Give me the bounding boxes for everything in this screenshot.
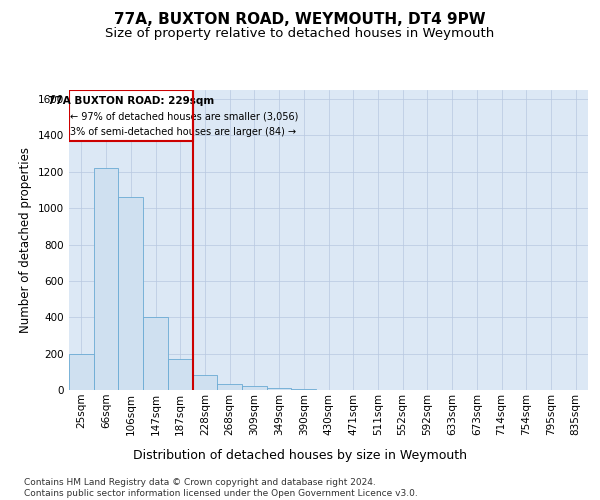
Bar (217, 384, 242, 390)
Bar (292, 389, 316, 390)
Bar (143, 318, 168, 390)
Bar (69, 90, 193, 141)
Text: Contains HM Land Registry data © Crown copyright and database right 2024.
Contai: Contains HM Land Registry data © Crown c… (24, 478, 418, 498)
Bar (69, 354, 94, 390)
Bar (168, 359, 193, 390)
Bar (193, 376, 217, 390)
Bar (94, 168, 118, 390)
Text: 77A, BUXTON ROAD, WEYMOUTH, DT4 9PW: 77A, BUXTON ROAD, WEYMOUTH, DT4 9PW (114, 12, 486, 28)
Bar (242, 386, 267, 390)
Bar (118, 198, 143, 390)
Text: ← 97% of detached houses are smaller (3,056): ← 97% of detached houses are smaller (3,… (70, 112, 299, 122)
Text: Size of property relative to detached houses in Weymouth: Size of property relative to detached ho… (106, 28, 494, 40)
Text: 77A BUXTON ROAD: 229sqm: 77A BUXTON ROAD: 229sqm (47, 96, 214, 106)
Y-axis label: Number of detached properties: Number of detached properties (19, 147, 32, 333)
Bar (267, 388, 292, 390)
Text: Distribution of detached houses by size in Weymouth: Distribution of detached houses by size … (133, 450, 467, 462)
Text: 3% of semi-detached houses are larger (84) →: 3% of semi-detached houses are larger (8… (70, 126, 296, 136)
